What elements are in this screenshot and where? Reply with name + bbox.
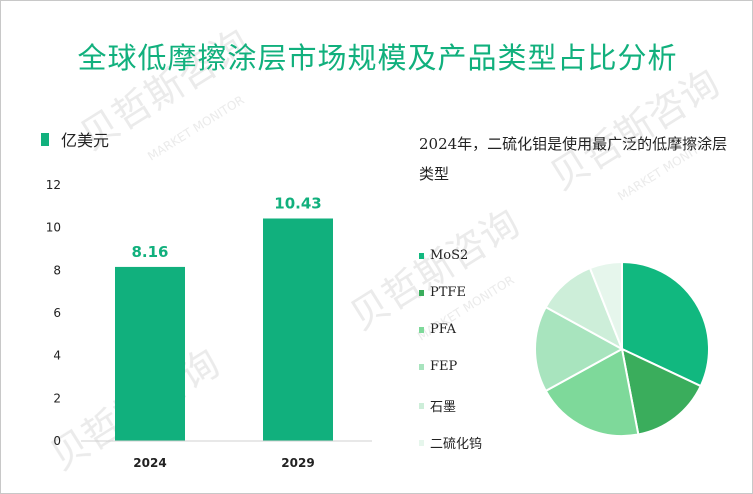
legend-label: MoS2: [430, 248, 469, 263]
legend-item: PTFE: [419, 285, 466, 300]
pie-slice: [620, 347, 703, 436]
legend-item: PFA: [419, 322, 456, 337]
legend-swatch: [419, 252, 424, 259]
unit-swatch: [41, 132, 49, 146]
unit-label: 亿美元: [41, 127, 109, 151]
legend-item: 石墨: [419, 396, 456, 415]
legend-swatch: [419, 363, 424, 370]
bar: [115, 266, 185, 441]
y-tick-label: 10: [46, 221, 61, 235]
legend-swatch: [419, 402, 424, 409]
legend-swatch: [419, 289, 424, 296]
pie-note: 2024年，二硫化钼是使用最广泛的低摩擦涂层类型: [419, 135, 728, 183]
legend-swatch: [419, 439, 424, 446]
pie-slice: [544, 347, 640, 437]
bar-value-label: 10.43: [274, 194, 321, 212]
y-tick-label: 8: [53, 263, 61, 277]
x-category-label: 2029: [281, 456, 314, 470]
legend-label: 二硫化钨: [430, 437, 483, 452]
legend-item: 二硫化钨: [419, 433, 482, 452]
legend-item: FEP: [419, 359, 457, 374]
pie-slice: [621, 260, 710, 388]
bar-value-label: 8.16: [131, 243, 168, 261]
x-category-label: 2024: [133, 456, 166, 470]
legend-swatch: [419, 326, 424, 333]
y-tick-label: 4: [53, 349, 61, 363]
pie-slice: [588, 260, 623, 350]
legend-label: PTFE: [430, 285, 466, 300]
y-tick-label: 2: [53, 391, 61, 405]
legend-item: MoS2: [419, 248, 468, 263]
pie-slice: [534, 305, 625, 393]
y-tick-label: 12: [46, 178, 61, 192]
chart-title: 全球低摩擦涂层市场规模及产品类型占比分析: [77, 41, 678, 75]
y-tick-label: 6: [53, 306, 61, 320]
bar: [263, 218, 333, 441]
legend-label: 石墨: [430, 400, 457, 415]
legend-label: FEP: [430, 359, 458, 374]
unit-text: 亿美元: [61, 131, 110, 150]
legend-label: PFA: [430, 322, 457, 337]
y-tick-label: 0: [53, 434, 61, 448]
